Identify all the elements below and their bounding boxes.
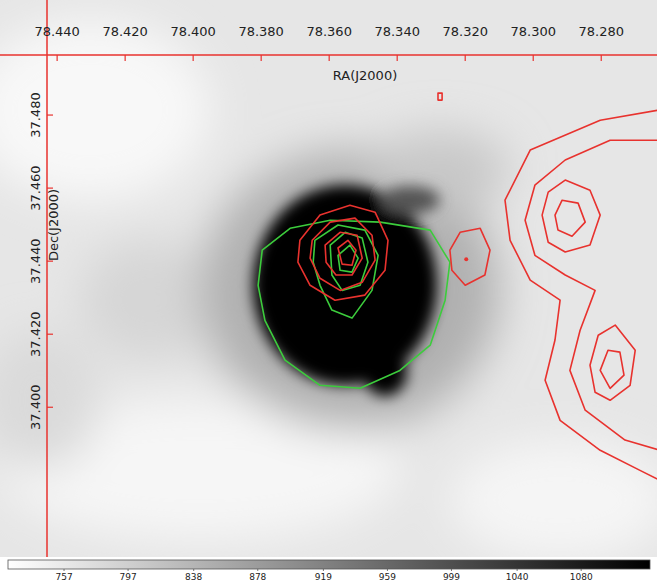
contour <box>298 205 388 300</box>
axes: 78.440 78.420 78.400 78.380 78.360 78.340 78.3… <box>0 0 657 557</box>
ra-axis-title: RA(J2000) <box>333 68 397 83</box>
colorbar-tick <box>387 569 388 571</box>
contour <box>590 325 635 400</box>
colorbar-tick-label: 1040 <box>506 572 529 582</box>
contours <box>258 93 657 480</box>
ra-tick <box>193 55 194 61</box>
contour <box>505 110 657 480</box>
ra-tick <box>465 55 466 61</box>
ra-tick <box>533 55 534 61</box>
colorbar-tick-label: 959 <box>379 572 396 582</box>
ra-tick-label: 78.300 <box>510 24 556 39</box>
ra-tick-label: 78.440 <box>34 24 80 39</box>
colorbar-tick <box>193 569 194 571</box>
contour <box>542 180 600 252</box>
ra-tick-label: 78.400 <box>170 24 216 39</box>
dec-tick-label: 37.400 <box>28 384 43 430</box>
ra-tick-label: 78.340 <box>374 24 420 39</box>
dec-tick <box>47 334 53 335</box>
contour <box>600 350 624 388</box>
dec-tick-label: 37.480 <box>28 92 43 138</box>
contour <box>438 93 442 100</box>
dec-tick <box>47 114 53 115</box>
contour <box>450 228 490 285</box>
dec-tick-label: 37.440 <box>28 238 43 284</box>
contour <box>310 218 375 290</box>
ra-tick <box>329 55 330 61</box>
ra-tick <box>397 55 398 61</box>
colorbar-tick-label: 1080 <box>570 572 593 582</box>
colorbar-tick-label: 797 <box>119 572 136 582</box>
ra-tick-label: 78.280 <box>578 24 624 39</box>
contour <box>258 220 450 388</box>
image-source <box>253 185 440 396</box>
ra-axis-line <box>0 54 657 56</box>
colorbar-tick <box>517 569 518 571</box>
ra-tick-label: 78.320 <box>442 24 488 39</box>
ra-tick-label: 78.380 <box>238 24 284 39</box>
dec-axis-title: Dec(J2000) <box>46 189 61 261</box>
colorbar-tick <box>581 569 582 571</box>
dec-axis-line <box>46 0 48 557</box>
colorbar-tick <box>323 569 324 571</box>
colorbar-tick <box>128 569 129 571</box>
source-point <box>464 257 468 261</box>
dec-tick-label: 37.460 <box>28 165 43 211</box>
contour <box>525 140 657 450</box>
dec-tick-label: 37.420 <box>28 311 43 357</box>
dec-tick <box>47 407 53 408</box>
colorbar-tick <box>64 569 65 571</box>
colorbar: 757 797 838 878 919 959 999 1040 1080 <box>8 560 650 582</box>
ra-tick-label: 78.420 <box>102 24 148 39</box>
colorbar-tick <box>451 569 452 571</box>
contour <box>338 240 356 265</box>
ra-tick-label: 78.360 <box>306 24 352 39</box>
colorbar-tick-label: 919 <box>315 572 332 582</box>
colorbar-scale <box>8 560 650 569</box>
colorbar-tick-label: 838 <box>185 572 202 582</box>
colorbar-tick <box>257 569 258 571</box>
ra-tick <box>261 55 262 61</box>
colorbar-tick-label: 878 <box>249 572 266 582</box>
ra-tick <box>601 55 602 61</box>
image-haze <box>0 20 657 557</box>
dec-tick <box>47 188 53 189</box>
contour <box>555 200 585 236</box>
ra-tick <box>57 55 58 61</box>
sky-image <box>0 0 657 557</box>
chart: 78.440 78.420 78.400 78.380 78.360 78.340 78.3… <box>0 0 657 583</box>
colorbar-tick-label: 757 <box>55 572 72 582</box>
colorbar-tick-label: 999 <box>443 572 460 582</box>
ra-tick <box>125 55 126 61</box>
contour <box>325 232 362 275</box>
